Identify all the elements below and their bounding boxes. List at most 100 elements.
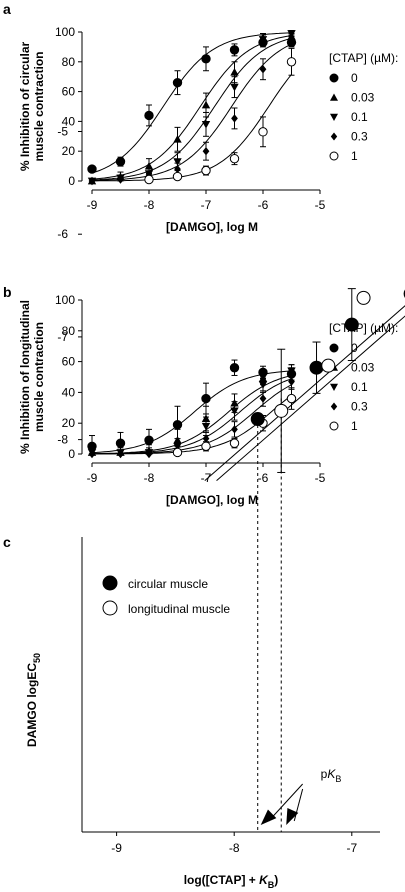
x-tick-label: -9 bbox=[87, 471, 98, 485]
fit-curve bbox=[92, 74, 292, 182]
legend-label: 0 bbox=[351, 71, 358, 85]
data-point bbox=[88, 449, 96, 459]
panel-c: c-8-7-6-5-9-8-7-6log([CTAP] + KB)DAMGO l… bbox=[3, 125, 405, 890]
data-point bbox=[230, 68, 239, 76]
legend-marker bbox=[329, 343, 339, 353]
data-point bbox=[231, 425, 238, 434]
annotation-arrowhead bbox=[286, 807, 299, 825]
pkb-annotation-part: p bbox=[321, 767, 328, 781]
data-point bbox=[201, 100, 211, 109]
y-tick-label: 0 bbox=[68, 174, 75, 188]
legend-label: 0.1 bbox=[351, 110, 368, 124]
legend-marker bbox=[329, 73, 339, 83]
regression-line bbox=[204, 305, 405, 482]
y-tick-label: 40 bbox=[62, 114, 76, 128]
data-point bbox=[230, 407, 239, 416]
y-axis-label: DAMGO logEC50 bbox=[25, 653, 42, 747]
data-point bbox=[258, 36, 268, 44]
data-point bbox=[202, 147, 210, 156]
legend-marker bbox=[330, 113, 338, 121]
legend-marker bbox=[330, 383, 338, 391]
data-point bbox=[229, 438, 240, 448]
data-point bbox=[87, 164, 97, 174]
legend-label: longitudinal muscle bbox=[128, 602, 230, 616]
panel-b: b 0 20 40 60 80 100 -9 -8 -7 -6 -5 [DAMGO], log M % I… bbox=[3, 284, 398, 507]
data-point bbox=[258, 127, 268, 137]
x-tick-label: -7 bbox=[201, 471, 212, 485]
data-point bbox=[172, 77, 183, 88]
data-point bbox=[229, 363, 240, 373]
x-tick-label: -7 bbox=[201, 198, 212, 212]
data-point bbox=[202, 434, 210, 443]
data-point bbox=[201, 165, 211, 176]
data-point bbox=[201, 441, 211, 451]
fit-curve bbox=[91, 43, 292, 181]
data-point bbox=[88, 176, 96, 186]
data-point bbox=[287, 30, 296, 38]
data-point bbox=[287, 367, 296, 376]
y-tick-label: 100 bbox=[55, 25, 75, 39]
y-axis-label-part: 50 bbox=[32, 653, 42, 663]
x-tick-label: -5 bbox=[315, 471, 326, 485]
y-tick-label: -6 bbox=[57, 227, 68, 241]
data-point bbox=[201, 121, 211, 129]
legend-label: 0.03 bbox=[351, 361, 375, 375]
y-tick-label: 40 bbox=[62, 385, 76, 399]
data-point bbox=[201, 54, 211, 64]
y-tick-label: 60 bbox=[62, 85, 76, 99]
data-point bbox=[250, 412, 265, 427]
legend-marker bbox=[330, 402, 338, 411]
data-point bbox=[259, 65, 267, 74]
data-point bbox=[309, 360, 324, 375]
x-tick-label: -8 bbox=[144, 471, 155, 485]
data-point bbox=[231, 114, 238, 123]
data-point bbox=[174, 164, 181, 174]
y-tick-label: 80 bbox=[62, 55, 76, 69]
y-tick-label: 0 bbox=[68, 447, 75, 461]
data-point bbox=[258, 381, 268, 389]
data-point bbox=[144, 161, 154, 170]
y-tick-label: 80 bbox=[62, 324, 76, 338]
data-point bbox=[288, 35, 295, 44]
annotation-arrow-shaft bbox=[268, 783, 304, 822]
y-tick-label: -5 bbox=[57, 125, 68, 139]
data-point bbox=[144, 174, 154, 185]
data-point bbox=[230, 83, 239, 92]
x-tick-label: -6 bbox=[258, 198, 269, 212]
data-point bbox=[173, 158, 182, 166]
y-tick-label: 20 bbox=[62, 144, 76, 158]
data-point bbox=[229, 153, 240, 164]
x-tick-label: -8 bbox=[144, 198, 155, 212]
data-point bbox=[117, 449, 124, 459]
x-tick-label: -5 bbox=[315, 198, 326, 212]
legend-marker bbox=[102, 600, 118, 616]
x-axis-label-part: log([CTAP] + bbox=[184, 873, 259, 887]
y-tick-label: -8 bbox=[57, 433, 68, 447]
y-axis-label-line: muscle contraction bbox=[32, 51, 46, 161]
x-tick-label: -9 bbox=[87, 198, 98, 212]
data-point bbox=[356, 290, 371, 305]
data-point bbox=[229, 45, 240, 55]
legend-label: 0.3 bbox=[351, 130, 368, 144]
x-axis-label-part: B bbox=[268, 880, 275, 890]
panel-letter: c bbox=[3, 534, 11, 550]
x-tick-label: -6 bbox=[258, 471, 269, 485]
regression-line bbox=[216, 315, 405, 482]
fit-curve bbox=[91, 370, 292, 454]
data-point bbox=[117, 175, 124, 184]
data-point bbox=[344, 317, 359, 332]
data-point bbox=[172, 447, 183, 458]
x-tick-label: -8 bbox=[229, 841, 240, 855]
pkb-annotation: pKB bbox=[321, 767, 342, 784]
legend-label: 0 bbox=[351, 341, 358, 355]
pkb-annotation-part: K bbox=[327, 767, 336, 781]
panel-letter: a bbox=[3, 1, 11, 17]
pkb-annotation-part: B bbox=[335, 774, 341, 784]
panel-letter: b bbox=[3, 284, 12, 300]
x-axis-label-part: ) bbox=[274, 873, 278, 887]
data-point bbox=[173, 135, 182, 143]
legend-label: circular muscle bbox=[128, 577, 208, 591]
data-point bbox=[115, 156, 126, 167]
x-axis-label: [DAMGO], log M bbox=[166, 493, 258, 507]
